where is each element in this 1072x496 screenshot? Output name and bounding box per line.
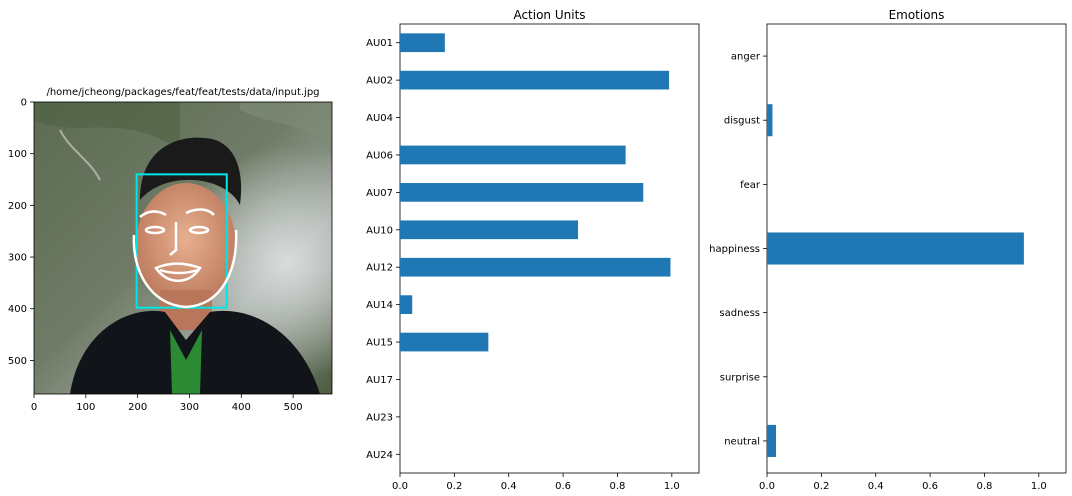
au-x-tick-label: 0.6 — [555, 481, 571, 492]
facial-landmarks — [132, 208, 238, 309]
emotions-x-axis: 0.0 0.2 0.4 0.6 0.8 1.0 — [759, 473, 1047, 492]
image-x-axis: 0 100 200 300 400 500 — [31, 394, 303, 413]
image-panel: /home/jcheong/packages/feat/feat/tests/d… — [8, 87, 333, 413]
au-x-tick-label: 0.2 — [446, 481, 462, 492]
image-y-tick-label: 300 — [8, 253, 27, 264]
em-bar-happiness — [767, 232, 1024, 265]
au-bar-au06 — [400, 145, 626, 165]
em-y-tick-label: sadness — [719, 308, 760, 319]
image-x-tick-label: 500 — [284, 402, 303, 413]
em-bar-neutral — [767, 424, 776, 457]
emotions-bars — [767, 104, 1024, 457]
action-units-chart: Action Units AU01 AU02 AU04 AU06 AU07 AU10 AU1… — [366, 8, 700, 492]
image-y-tick-label: 100 — [8, 149, 27, 160]
au-y-tick-label: AU15 — [366, 338, 393, 349]
au-x-tick-label: 0.4 — [501, 481, 517, 492]
au-y-tick-label: AU23 — [366, 412, 393, 423]
emotions-chart: Emotions anger disgust fear happiness sadnes… — [709, 8, 1067, 492]
action-units-x-axis: 0.0 0.2 0.4 0.6 0.8 1.0 — [392, 473, 680, 492]
em-x-tick-label: 0.4 — [868, 481, 884, 492]
au-bar-au07 — [400, 183, 644, 202]
em-y-tick-label: anger — [731, 52, 761, 63]
em-y-tick-label: surprise — [720, 372, 760, 383]
au-y-tick-label: AU24 — [366, 450, 393, 461]
image-y-tick-label: 500 — [8, 356, 27, 367]
image-title: /home/jcheong/packages/feat/feat/tests/d… — [46, 87, 319, 98]
image-y-tick-label: 0 — [21, 98, 27, 109]
em-x-tick-label: 0.6 — [922, 481, 938, 492]
emotions-title: Emotions — [889, 8, 945, 22]
au-bar-au02 — [400, 70, 670, 90]
au-y-tick-label: AU10 — [366, 225, 393, 236]
em-bar-disgust — [767, 104, 773, 137]
au-y-tick-label: AU06 — [366, 150, 393, 161]
action-units-title: Action Units — [513, 8, 585, 22]
action-units-plot-area — [399, 23, 700, 474]
image-y-axis: 0 100 200 300 400 500 — [8, 98, 34, 367]
au-bar-au15 — [400, 332, 489, 352]
image-x-tick-label: 0 — [31, 402, 37, 413]
emotions-y-axis: anger disgust fear happiness sadness surprise… — [709, 52, 767, 447]
au-bar-au12 — [400, 257, 671, 277]
au-y-tick-label: AU04 — [366, 113, 393, 124]
image-y-tick-label: 400 — [8, 304, 27, 315]
em-x-tick-label: 0.0 — [759, 481, 775, 492]
image-x-tick-label: 200 — [128, 402, 147, 413]
em-y-tick-label: happiness — [709, 244, 760, 255]
image-x-tick-label: 400 — [232, 402, 251, 413]
au-bar-au10 — [400, 220, 579, 240]
au-y-tick-label: AU17 — [366, 375, 393, 386]
em-y-tick-label: disgust — [724, 116, 760, 127]
image-x-tick-label: 100 — [76, 402, 95, 413]
au-y-tick-label: AU14 — [366, 300, 393, 311]
action-units-y-axis: AU01 AU02 AU04 AU06 AU07 AU10 AU12 AU14 AU15 AU17… — [366, 38, 400, 461]
em-y-tick-label: neutral — [724, 436, 760, 447]
photo — [34, 102, 332, 394]
au-bar-au14 — [400, 295, 413, 314]
au-y-tick-label: AU12 — [366, 263, 393, 274]
au-y-tick-label: AU01 — [366, 38, 393, 49]
em-y-tick-label: fear — [740, 180, 761, 191]
image-y-tick-label: 200 — [8, 201, 27, 212]
em-x-tick-label: 0.8 — [977, 481, 993, 492]
au-y-tick-label: AU07 — [366, 188, 393, 199]
em-x-tick-label: 0.2 — [813, 481, 829, 492]
au-bar-au01 — [400, 33, 445, 53]
au-y-tick-label: AU02 — [366, 76, 393, 87]
au-x-tick-label: 0.0 — [392, 481, 408, 492]
image-x-tick-label: 300 — [180, 402, 199, 413]
action-units-bars — [400, 33, 671, 352]
au-x-tick-label: 0.8 — [610, 481, 626, 492]
em-x-tick-label: 1.0 — [1031, 481, 1047, 492]
au-x-tick-label: 1.0 — [664, 481, 680, 492]
